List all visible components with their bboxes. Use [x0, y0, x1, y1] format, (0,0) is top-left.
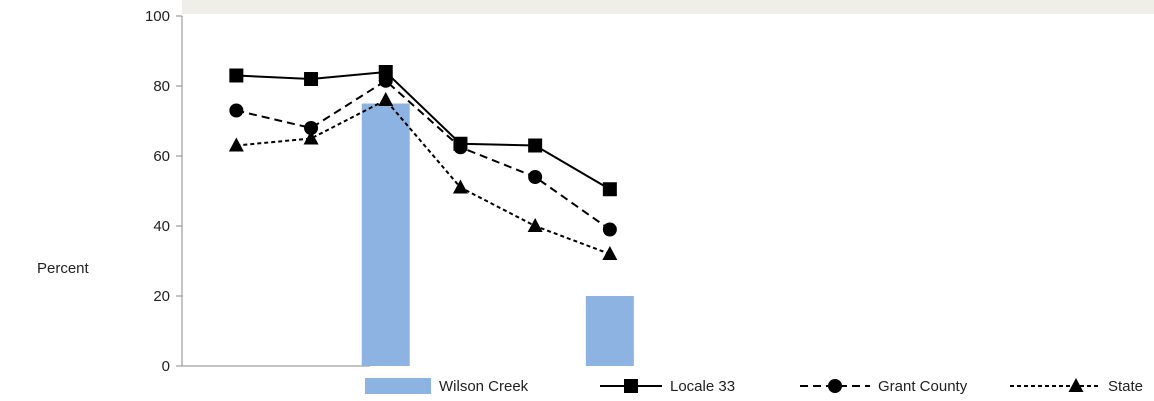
legend-marker-grant-county [828, 379, 842, 393]
legend-label-locale-33: Locale 33 [670, 378, 735, 395]
data-point-grant-county [304, 121, 319, 135]
bar-wilson-creek [361, 103, 410, 366]
legend-label-state: State [1108, 378, 1143, 395]
data-point-grant-county [229, 103, 244, 118]
data-point-state [378, 92, 394, 106]
legend-label-wilson-creek: Wilson Creek [439, 378, 529, 395]
data-point-state [602, 246, 618, 260]
y-tick-label: 0 [162, 358, 170, 375]
y-tick-label: 40 [153, 218, 170, 235]
legend-item-wilson-creek: Wilson Creek [365, 378, 529, 395]
data-point-grant-county [453, 140, 468, 155]
data-point-state [527, 218, 543, 232]
series-line-state [236, 98, 611, 255]
legend-item-state: State [1010, 378, 1143, 395]
data-point-grant-county [602, 222, 617, 237]
data-point-grant-county [378, 73, 393, 88]
chart-title-banner [182, 0, 1154, 14]
data-point-locale-33 [229, 68, 244, 83]
bar-wilson-creek [585, 296, 634, 366]
legend-item-locale-33: Locale 33 [600, 378, 735, 395]
legend-item-grant-county: Grant County [800, 378, 968, 395]
data-point-locale-33 [304, 72, 319, 86]
legend-marker-locale-33 [624, 379, 638, 393]
data-point-state [228, 137, 244, 152]
y-tick-label: 20 [153, 288, 170, 305]
data-point-state [452, 179, 468, 194]
legend-label-grant-county: Grant County [878, 378, 968, 395]
data-point-state [303, 130, 319, 145]
y-tick-label: 60 [153, 148, 170, 165]
series-line-grant-county [236, 79, 611, 231]
legend-swatch-wilson-creek [365, 378, 431, 394]
y-axis-label: Percent [37, 260, 89, 277]
data-point-locale-33 [602, 182, 617, 197]
legend-marker-state [1068, 378, 1084, 392]
data-point-grant-county [528, 170, 543, 184]
series-line-locale-33 [236, 70, 611, 191]
y-tick-label: 80 [153, 78, 170, 95]
y-tick-label: 100 [145, 8, 170, 25]
data-point-locale-33 [528, 138, 543, 153]
